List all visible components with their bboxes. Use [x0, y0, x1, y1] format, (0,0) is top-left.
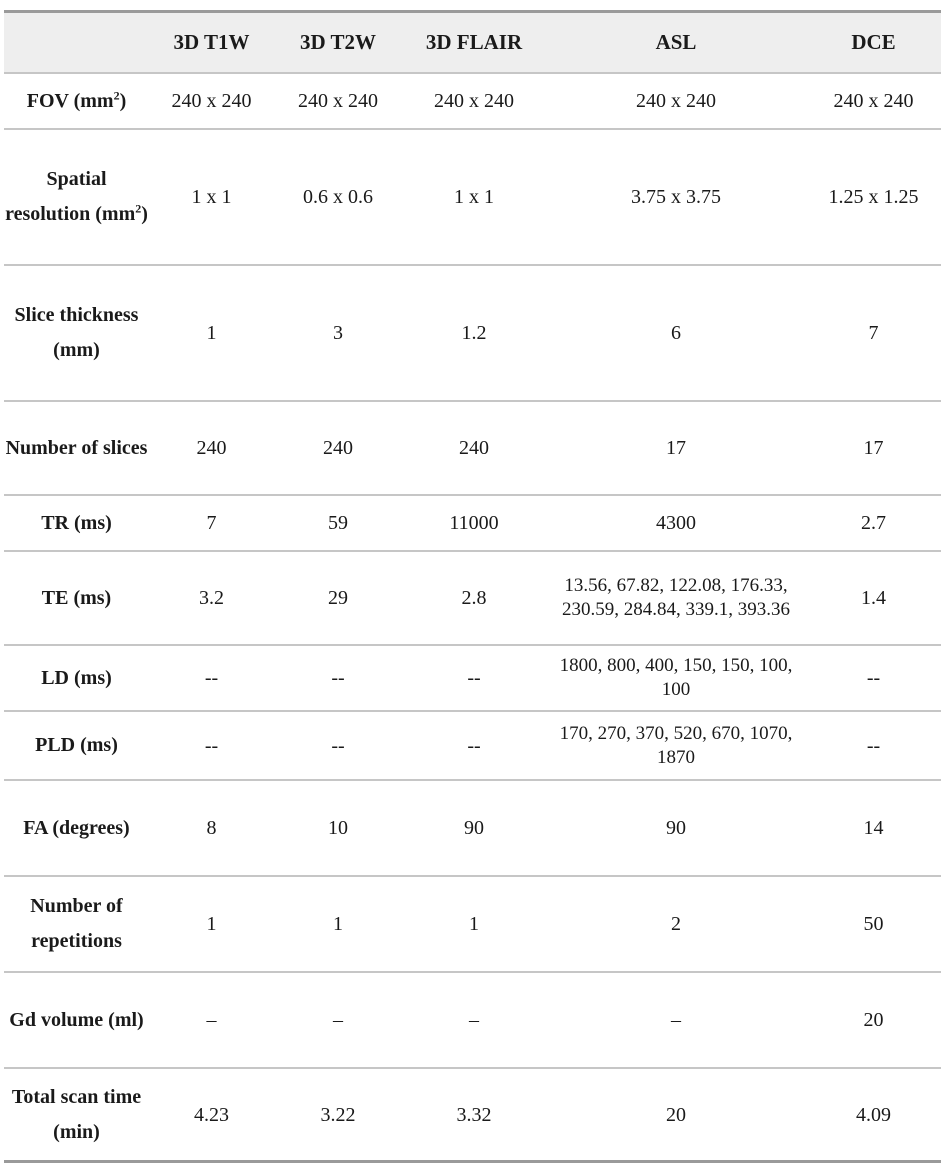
table-cell: 240 x 240	[149, 73, 274, 130]
table-cell: 90	[546, 780, 806, 877]
row-label-te: TE (ms)	[4, 551, 149, 646]
table-cell: 240 x 240	[402, 73, 546, 130]
table-cell: 3.32	[402, 1068, 546, 1163]
table-row: LD (ms) -- -- -- 1800, 800, 400, 150, 15…	[4, 645, 941, 712]
header-3d-t2w: 3D T2W	[274, 13, 402, 74]
table-cell: 20	[546, 1068, 806, 1163]
table-row: Total scan time (min) 4.23 3.22 3.32 20 …	[4, 1068, 941, 1163]
table-cell: 3	[274, 265, 402, 402]
table-row: Number of slices 240 240 240 17 17	[4, 401, 941, 496]
table-row: FA (degrees) 8 10 90 90 14	[4, 780, 941, 877]
table-cell: 170, 270, 370, 520, 670, 1070, 1870	[546, 711, 806, 781]
table-cell: 14	[806, 780, 941, 877]
table-cell: 3.75 x 3.75	[546, 129, 806, 266]
table-row: TE (ms) 3.2 29 2.8 13.56, 67.82, 122.08,…	[4, 551, 941, 646]
table-cell: 1.4	[806, 551, 941, 646]
table-cell: 240	[402, 401, 546, 496]
table-cell: 50	[806, 876, 941, 973]
table-cell: 240 x 240	[546, 73, 806, 130]
table-cell: 13.56, 67.82, 122.08, 176.33, 230.59, 28…	[546, 551, 806, 646]
table-top-rule	[4, 10, 941, 13]
table-cell: 1.2	[402, 265, 546, 402]
table-cell: 1 x 1	[149, 129, 274, 266]
row-label-tr: TR (ms)	[4, 495, 149, 552]
table-cell: 2	[546, 876, 806, 973]
table-cell: 240 x 240	[806, 73, 941, 130]
table-cell: 8	[149, 780, 274, 877]
table-cell: 29	[274, 551, 402, 646]
table-cell: 2.8	[402, 551, 546, 646]
table-cell: 1	[274, 876, 402, 973]
table-cell: --	[402, 645, 546, 712]
table-cell: 4.09	[806, 1068, 941, 1163]
table-cell: --	[806, 645, 941, 712]
table-cell: 6	[546, 265, 806, 402]
table-row: Gd volume (ml) – – – – 20	[4, 972, 941, 1069]
table-cell: --	[274, 645, 402, 712]
header-row: 3D T1W 3D T2W 3D FLAIR ASL DCE	[4, 13, 941, 74]
table-cell: --	[274, 711, 402, 781]
table-cell: 17	[546, 401, 806, 496]
row-label-ld: LD (ms)	[4, 645, 149, 712]
table-cell: 1	[149, 265, 274, 402]
header-corner	[4, 13, 149, 74]
table-cell: 17	[806, 401, 941, 496]
table-cell: --	[402, 711, 546, 781]
mri-parameters-table: 3D T1W 3D T2W 3D FLAIR ASL DCE FOV (mm2)…	[4, 13, 941, 1163]
table-cell: 4300	[546, 495, 806, 552]
table-cell: 240	[149, 401, 274, 496]
table-cell: 11000	[402, 495, 546, 552]
table-cell: –	[402, 972, 546, 1069]
table-cell: –	[274, 972, 402, 1069]
table-cell: –	[149, 972, 274, 1069]
table-row: Number of repetitions 1 1 1 2 50	[4, 876, 941, 973]
table-row: Slice thickness (mm) 1 3 1.2 6 7	[4, 265, 941, 402]
table-row: PLD (ms) -- -- -- 170, 270, 370, 520, 67…	[4, 711, 941, 781]
table-cell: 240 x 240	[274, 73, 402, 130]
row-label-number-of-repetitions: Number of repetitions	[4, 876, 149, 973]
table-cell: 7	[149, 495, 274, 552]
table-cell: –	[546, 972, 806, 1069]
table-cell: 3.22	[274, 1068, 402, 1163]
table-cell: 4.23	[149, 1068, 274, 1163]
row-label-total-scan-time: Total scan time (min)	[4, 1068, 149, 1163]
table-cell: 90	[402, 780, 546, 877]
table-cell: 3.2	[149, 551, 274, 646]
row-label-gd-volume: Gd volume (ml)	[4, 972, 149, 1069]
table-cell: 59	[274, 495, 402, 552]
table-cell: --	[149, 645, 274, 712]
header-dce: DCE	[806, 13, 941, 74]
row-label-number-of-slices: Number of slices	[4, 401, 149, 496]
table-cell: 1	[149, 876, 274, 973]
table-cell: --	[806, 711, 941, 781]
table-cell: 1.25 x 1.25	[806, 129, 941, 266]
table-cell: 1	[402, 876, 546, 973]
table-cell: 1800, 800, 400, 150, 150, 100, 100	[546, 645, 806, 712]
table-row: TR (ms) 7 59 11000 4300 2.7	[4, 495, 941, 552]
table-cell: 10	[274, 780, 402, 877]
table-cell: 20	[806, 972, 941, 1069]
table-cell: 0.6 x 0.6	[274, 129, 402, 266]
table-row: FOV (mm2) 240 x 240 240 x 240 240 x 240 …	[4, 73, 941, 130]
row-label-fa: FA (degrees)	[4, 780, 149, 877]
row-label-pld: PLD (ms)	[4, 711, 149, 781]
table-cell: --	[149, 711, 274, 781]
header-3d-flair: 3D FLAIR	[402, 13, 546, 74]
table-cell: 2.7	[806, 495, 941, 552]
table-cell: 1 x 1	[402, 129, 546, 266]
header-asl: ASL	[546, 13, 806, 74]
table-cell: 7	[806, 265, 941, 402]
row-label-fov: FOV (mm2)	[4, 73, 149, 130]
header-3d-t1w: 3D T1W	[149, 13, 274, 74]
table-cell: 240	[274, 401, 402, 496]
table-row: Spatial resolution (mm2) 1 x 1 0.6 x 0.6…	[4, 129, 941, 266]
row-label-slice-thickness: Slice thickness (mm)	[4, 265, 149, 402]
row-label-spatial-resolution: Spatial resolution (mm2)	[4, 129, 149, 266]
